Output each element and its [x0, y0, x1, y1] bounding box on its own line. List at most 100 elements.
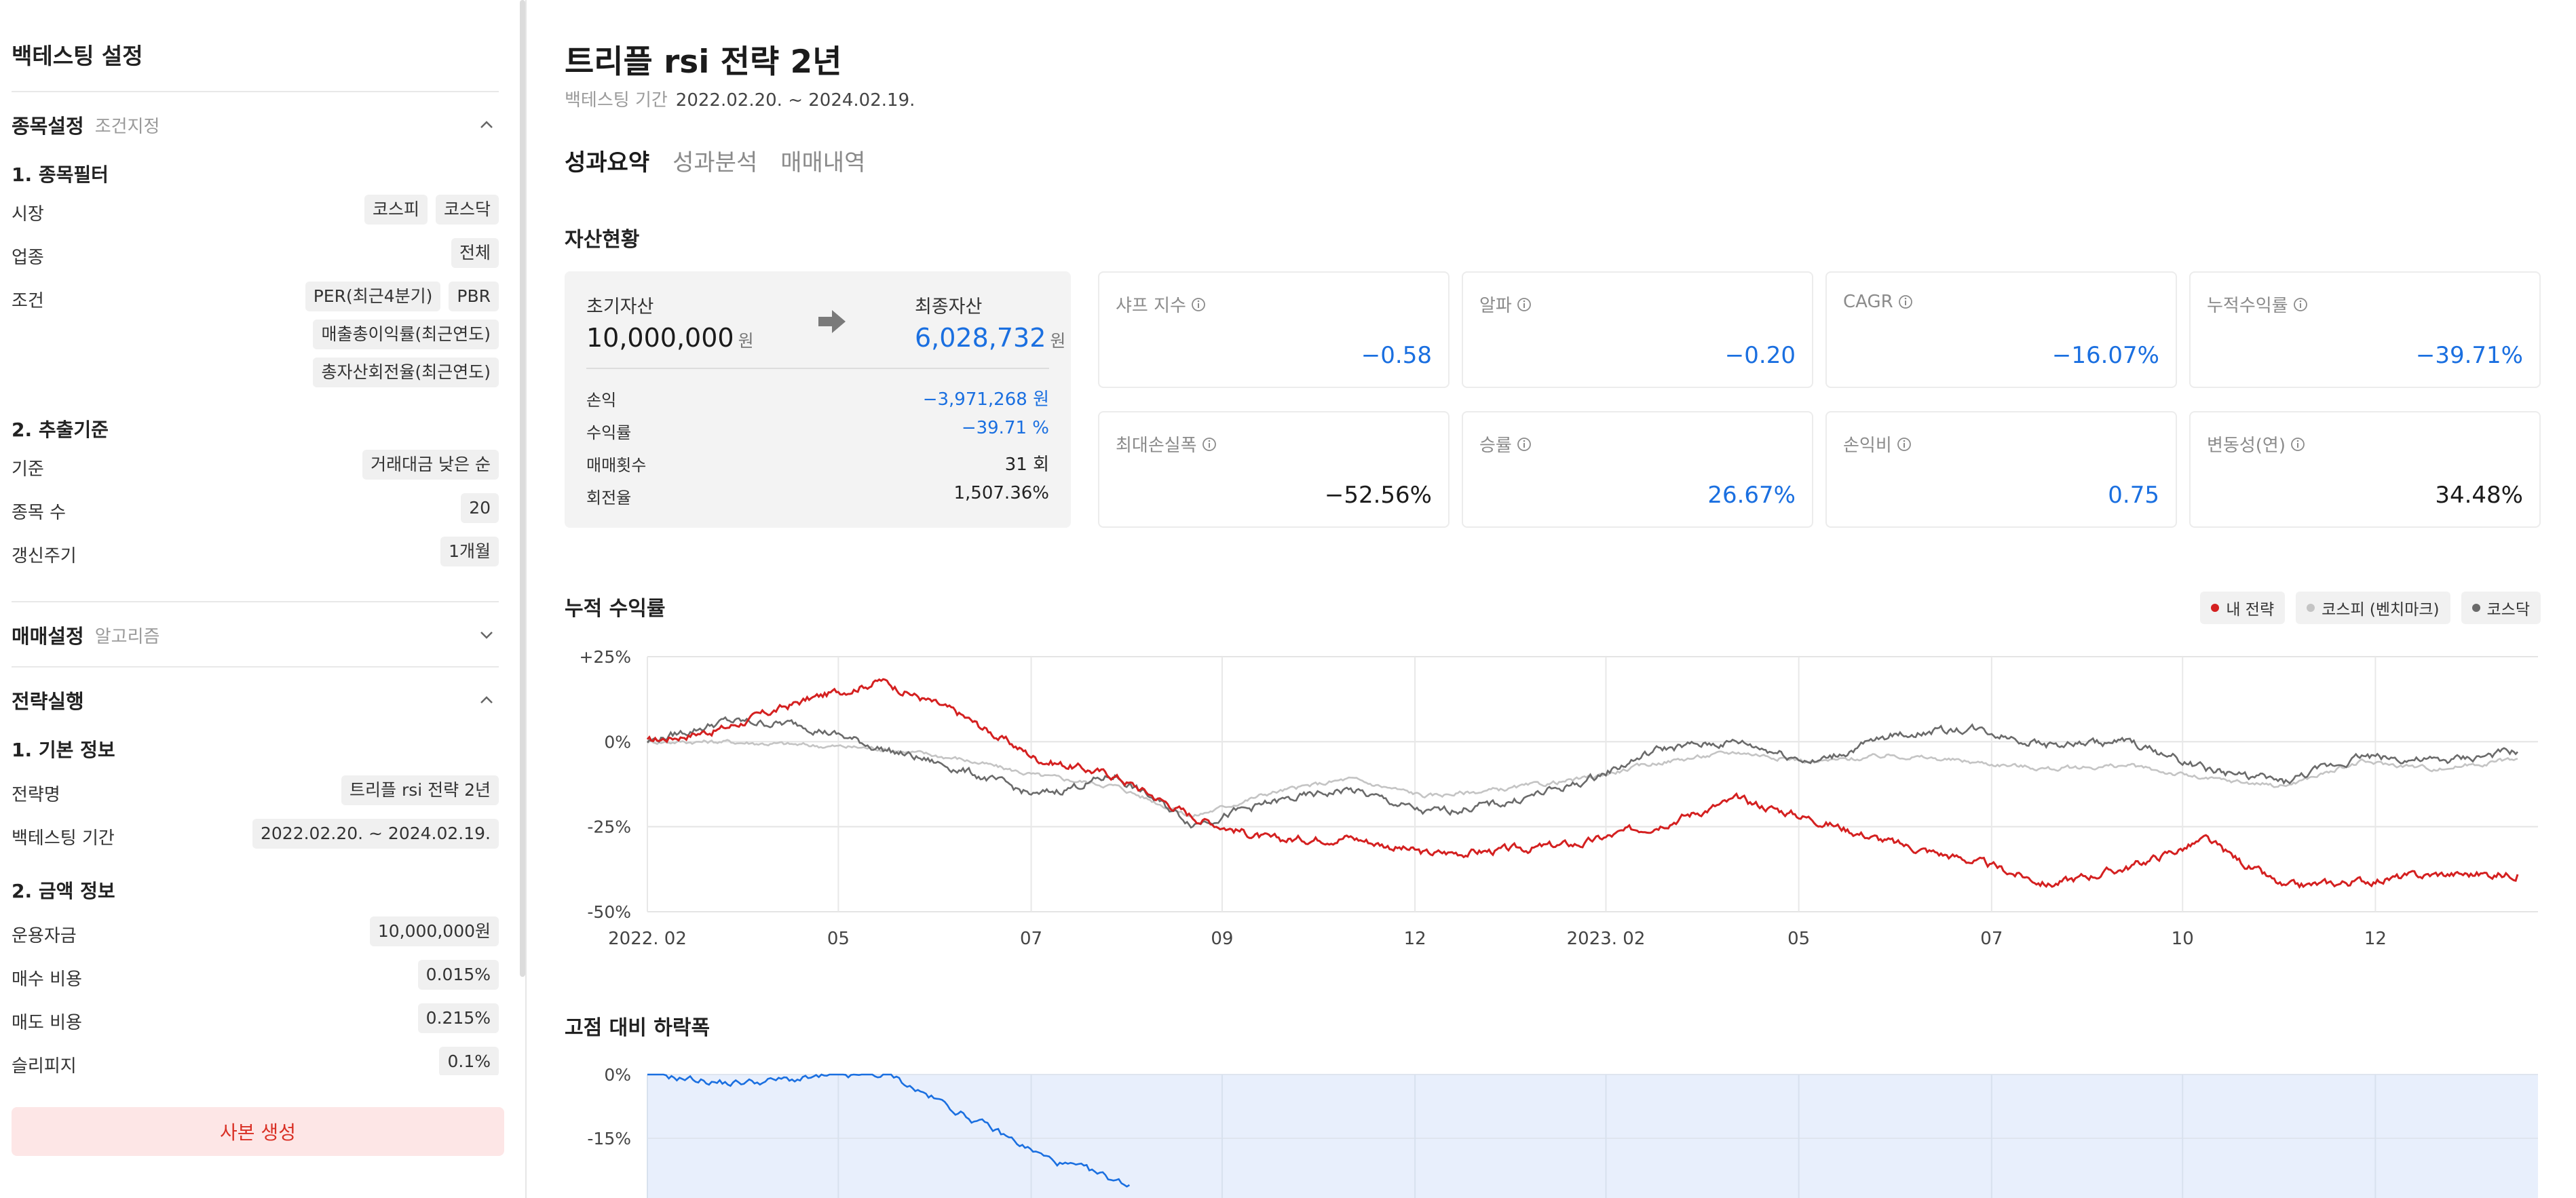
- info-icon[interactable]: [1897, 294, 1914, 310]
- backtest-period-chip: 2022.02.20. ~ 2024.02.19.: [252, 819, 499, 849]
- count-row: 종목 수 20: [12, 493, 499, 526]
- metric-label-text: 승률: [1479, 436, 1512, 456]
- metric-value: 0.75: [2108, 482, 2159, 509]
- y-tick-label: -50%: [587, 902, 631, 922]
- page-title: 트리플 rsi 전략 2년: [565, 43, 842, 81]
- initial-asset-label: 초기자산: [586, 296, 654, 317]
- trade-section-header[interactable]: 매매설정 알고리즘: [12, 615, 499, 655]
- x-tick-label: 09: [1211, 929, 1233, 949]
- buy-fee-chip: 0.015%: [417, 960, 499, 990]
- condition-chip-asset-turnover: 총자산회전율(최근연도): [313, 358, 499, 387]
- slippage-row: 슬리피지 0.1%: [12, 1047, 499, 1075]
- drawdown-line: [647, 1073, 1131, 1188]
- metric-label-text: 알파: [1479, 296, 1512, 316]
- basic-info-subtitle: 1. 기본 정보: [12, 739, 115, 761]
- metric-value: −0.20: [1724, 342, 1796, 369]
- slippage-label: 슬리피지: [12, 1056, 77, 1075]
- final-asset-value: 6,028,732 원: [915, 323, 1066, 353]
- y-tick-label: -15%: [587, 1129, 631, 1148]
- market-chip-kospi: 코스피: [364, 195, 428, 225]
- x-tick-label: 2023. 02: [1567, 929, 1646, 949]
- metric-value: 26.67%: [1707, 482, 1796, 509]
- cumulative-return-chart[interactable]: +25% 0% -25% -50% 2022. 02 05 07 09 12 2023. 02 05…: [529, 638, 2538, 957]
- x-tick-label: 10: [2172, 929, 2194, 949]
- drawdown-chart[interactable]: 0% -15%: [529, 1058, 2538, 1198]
- trade-section-title: 매매설정: [12, 625, 84, 648]
- market-row: 시장 코스피 코스닥: [12, 195, 499, 227]
- x-tick-label: 05: [827, 929, 850, 949]
- metric-label: 변동성(연): [2207, 431, 2306, 457]
- info-icon[interactable]: [1516, 436, 1532, 452]
- return-value: −39.71 %: [961, 418, 1049, 438]
- industry-label: 업종: [12, 248, 44, 268]
- extract-subtitle: 2. 추출기준: [12, 419, 109, 441]
- drawdown-area: [647, 1075, 2538, 1198]
- metric-label: 알파: [1479, 292, 1532, 317]
- y-tick-label: +25%: [579, 647, 631, 667]
- money-info-subtitle: 2. 금액 정보: [12, 880, 115, 902]
- legend-strategy[interactable]: 내 전략: [2200, 592, 2286, 624]
- series-line-kospi: [647, 739, 2518, 819]
- metric-value: −16.07%: [2051, 342, 2159, 369]
- info-icon[interactable]: [2292, 296, 2309, 313]
- x-tick-label: 12: [1404, 929, 1426, 949]
- buy-fee-label: 매수 비용: [12, 969, 82, 990]
- stock-section-header[interactable]: 종목설정 조건지정: [12, 104, 499, 145]
- tab-analysis[interactable]: 성과분석: [673, 149, 758, 176]
- condition-chip-per: PER(최근4분기): [305, 282, 441, 311]
- divider: [12, 601, 499, 602]
- tab-summary[interactable]: 성과요약: [565, 149, 650, 176]
- metric-label: 승률: [1479, 431, 1532, 457]
- profit-row: 손익 −3,971,268 원: [586, 381, 1049, 411]
- sell-fee-label: 매도 비용: [12, 1013, 82, 1033]
- tab-trades[interactable]: 매매내역: [780, 149, 866, 176]
- chevron-up-icon[interactable]: [476, 689, 497, 711]
- sidebar-scroll-area[interactable]: 백테스팅 설정 종목설정 조건지정 1. 종목필터 시장 코스피 코스닥 업종 …: [0, 0, 527, 1075]
- metric-card: 승률 26.67%: [1462, 411, 1813, 528]
- initial-asset-value: 10,000,000 원: [586, 323, 754, 353]
- chevron-down-icon[interactable]: [476, 624, 497, 646]
- info-icon[interactable]: [1896, 436, 1912, 452]
- profit-label: 손익: [586, 391, 617, 410]
- info-icon[interactable]: [2290, 436, 2306, 452]
- cycle-label: 갱신주기: [12, 546, 77, 566]
- legend-kosdaq[interactable]: 코스닥: [2461, 592, 2541, 624]
- series-line-kosdaq: [647, 716, 2518, 829]
- x-tick-label: 05: [1787, 929, 1810, 949]
- profit-value: −3,971,268 원: [922, 389, 1049, 410]
- period-value: 2022.02.20. ~ 2024.02.19.: [675, 90, 915, 111]
- metric-label: 손익비: [1843, 431, 1912, 457]
- market-chip-kosdaq: 코스닥: [435, 195, 499, 225]
- settings-sidebar: 백테스팅 설정 종목설정 조건지정 1. 종목필터 시장 코스피 코스닥 업종 …: [0, 0, 527, 1198]
- metric-label-text: 최대손실폭: [1116, 436, 1197, 456]
- stock-section-title: 종목설정: [12, 115, 84, 138]
- metric-label-text: 누적수익률: [2207, 296, 2288, 316]
- sidebar-scrollbar[interactable]: [520, 0, 525, 977]
- strategy-name-row: 전략명 트리플 rsi 전략 2년: [12, 775, 499, 808]
- capital-row: 운용자금 10,000,000원: [12, 916, 499, 949]
- conditions-row: 조건 PER(최근4분기) PBR 매출총이익률(최근연도) 총자산회전율(최근…: [12, 282, 499, 397]
- turnover-row: 회전율 1,507.36%: [586, 479, 1049, 509]
- info-icon[interactable]: [1190, 296, 1207, 313]
- metric-card: 변동성(연) 34.48%: [2189, 411, 2541, 528]
- strategy-name-chip: 트리플 rsi 전략 2년: [341, 775, 499, 805]
- metric-label-text: 손익비: [1843, 436, 1892, 456]
- exec-section-header[interactable]: 전략실행: [12, 680, 499, 720]
- drawdown-title: 고점 대비 하락폭: [565, 1016, 711, 1040]
- sell-fee-row: 매도 비용 0.215%: [12, 1003, 499, 1036]
- copy-create-button[interactable]: 사본 생성: [12, 1107, 504, 1156]
- info-icon[interactable]: [1516, 296, 1532, 313]
- metric-label-text: 변동성(연): [2207, 436, 2286, 456]
- chevron-up-icon[interactable]: [476, 114, 497, 136]
- stock-section-subtitle: 조건지정: [94, 116, 160, 137]
- metric-value: −0.58: [1361, 342, 1432, 369]
- return-label: 수익률: [586, 423, 632, 442]
- capital-label: 운용자금: [12, 926, 77, 946]
- condition-chip-gross-margin: 매출총이익률(최근연도): [313, 320, 499, 349]
- capital-chip: 10,000,000원: [369, 916, 499, 946]
- strategy-name-label: 전략명: [12, 785, 60, 805]
- info-icon[interactable]: [1201, 436, 1217, 452]
- divider: [12, 91, 499, 92]
- x-tick-label: 12: [2364, 929, 2387, 949]
- legend-kospi[interactable]: 코스피 (벤치마크): [2296, 592, 2450, 624]
